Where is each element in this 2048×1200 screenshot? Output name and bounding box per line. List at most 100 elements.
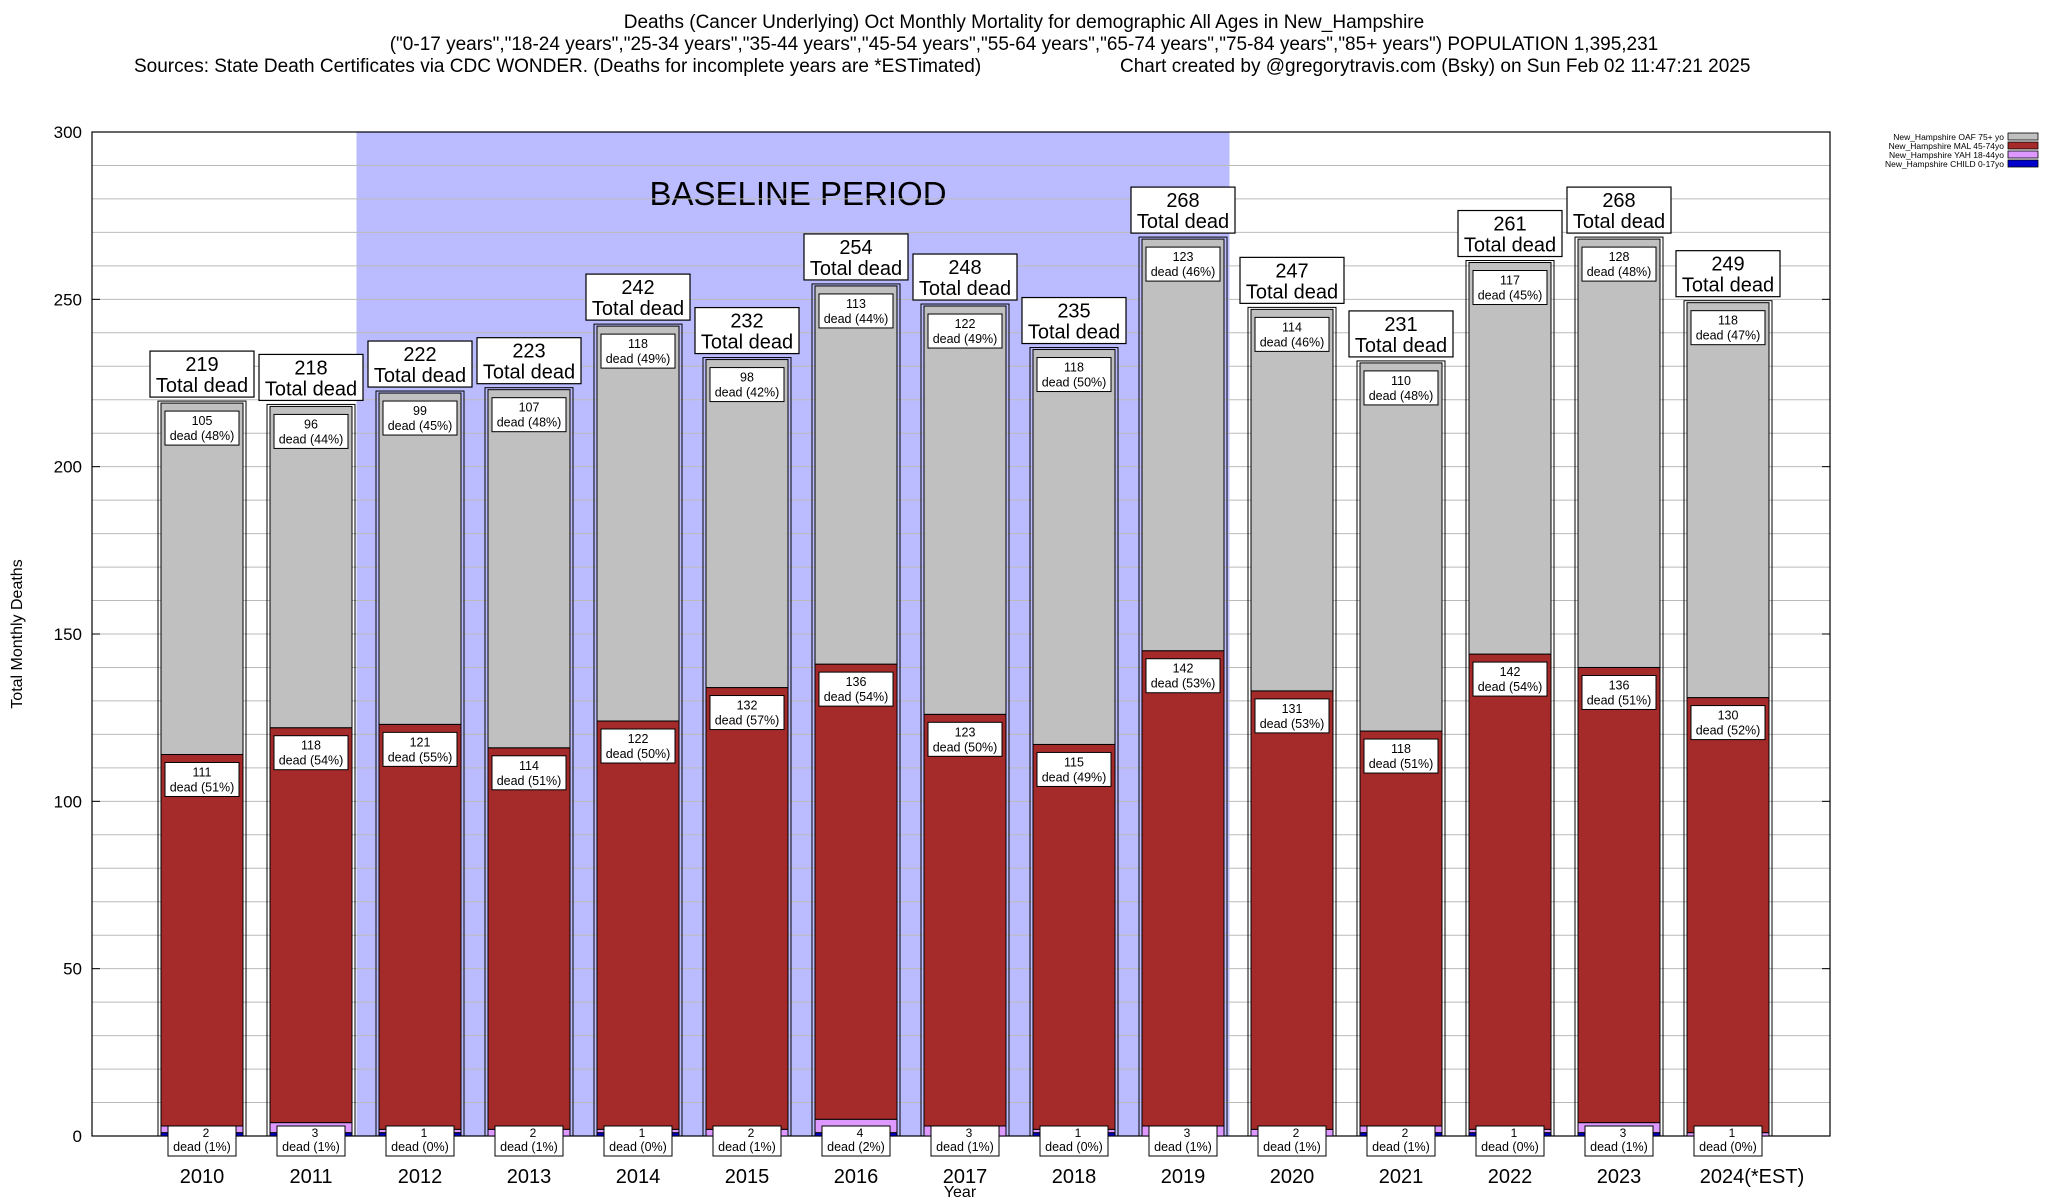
oaf-label-pct: dead (48%)	[1587, 265, 1652, 279]
mal-label-pct: dead (51%)	[1587, 693, 1652, 707]
mal-label-pct: dead (51%)	[170, 780, 235, 794]
mal-label-box	[927, 721, 1003, 757]
legend-label: New_Hampshire YAH 18-44yo	[1889, 150, 2004, 160]
total-label-value: 232	[730, 311, 763, 333]
mal-label-box	[382, 731, 458, 767]
x-tick-label: 2016	[834, 1166, 879, 1188]
yah-label-value: 2	[203, 1126, 210, 1140]
oaf-label-pct: dead (49%)	[606, 352, 671, 366]
oaf-label-value: 107	[519, 401, 540, 415]
oaf-label-box	[1145, 246, 1221, 282]
legend-swatch	[2007, 159, 2039, 168]
oaf-label-value: 123	[1173, 250, 1194, 264]
mal-label-value: 136	[1609, 678, 1630, 692]
total-label-text: Total dead	[1573, 211, 1665, 233]
y-tick-label: 0	[73, 1127, 82, 1146]
mal-label-box	[709, 695, 785, 731]
yah-label-pct: dead (1%)	[173, 1140, 231, 1154]
total-label-value: 247	[1275, 260, 1308, 282]
bar-segment-mal	[1032, 743, 1116, 1130]
mal-label-value: 118	[301, 739, 321, 753]
oaf-label-pct: dead (49%)	[933, 332, 998, 346]
yah-label-box	[1366, 1125, 1436, 1157]
oaf-label-value: 118	[1064, 361, 1084, 375]
total-label-text: Total dead	[1464, 235, 1556, 257]
x-tick-label: 2015	[725, 1166, 770, 1188]
x-tick-label: 2013	[507, 1166, 552, 1188]
total-label-text: Total dead	[1246, 281, 1338, 303]
mal-label-box	[1145, 658, 1221, 694]
y-tick-label: 100	[54, 792, 82, 811]
yah-label-pct: dead (0%)	[391, 1140, 449, 1154]
mal-label-pct: dead (54%)	[824, 690, 889, 704]
bar-segment-oaf	[160, 402, 244, 755]
yah-label-value: 1	[1511, 1126, 1518, 1140]
yah-label-box	[1039, 1125, 1109, 1157]
total-label-text: Total dead	[374, 365, 466, 387]
oaf-label-value: 98	[740, 371, 754, 385]
bar-segment-oaf	[1468, 262, 1552, 655]
yah-label-box	[821, 1125, 891, 1157]
bar-segment-oaf	[269, 405, 353, 729]
total-label-value: 235	[1057, 301, 1090, 323]
oaf-label-box	[1036, 357, 1112, 393]
bar-segment-oaf	[1032, 349, 1116, 745]
y-axis-label: Total Monthly Deaths	[9, 559, 26, 708]
mal-label-value: 121	[410, 735, 431, 749]
bar-segment-oaf	[814, 285, 898, 665]
mal-label-box	[1363, 738, 1439, 774]
yah-label-value: 2	[748, 1126, 755, 1140]
total-label-text: Total dead	[919, 278, 1011, 300]
mal-label-value: 122	[628, 732, 649, 746]
bar-segment-mal	[1686, 697, 1770, 1134]
total-label-box	[1021, 296, 1127, 345]
yah-label-pct: dead (0%)	[1481, 1140, 1539, 1154]
mal-label-value: 114	[519, 759, 539, 773]
yah-label-value: 2	[1293, 1126, 1300, 1140]
total-label-text: Total dead	[483, 362, 575, 384]
total-label-box	[1348, 310, 1454, 358]
yah-label-box	[167, 1125, 237, 1157]
mal-label-value: 142	[1173, 662, 1194, 676]
total-label-box	[694, 306, 800, 355]
oaf-label-box	[818, 293, 894, 329]
oaf-label-value: 118	[1718, 314, 1738, 328]
oaf-label-value: 105	[192, 414, 213, 428]
oaf-label-value: 114	[1282, 320, 1302, 334]
yah-label-value: 2	[1402, 1126, 1409, 1140]
yah-label-pct: dead (1%)	[718, 1140, 776, 1154]
yah-label-value: 3	[1184, 1126, 1191, 1140]
total-label-value: 268	[1166, 190, 1199, 212]
oaf-label-pct: dead (45%)	[1478, 289, 1543, 303]
yah-label-value: 1	[421, 1126, 428, 1140]
total-label-box	[585, 273, 691, 321]
legend-swatch	[2007, 150, 2039, 159]
mal-label-pct: dead (50%)	[933, 740, 998, 754]
oaf-label-box	[382, 400, 458, 436]
mal-label-value: 130	[1718, 709, 1739, 723]
legend-swatch	[2007, 132, 2039, 141]
yah-label-box	[1693, 1125, 1763, 1157]
total-label-box	[258, 353, 364, 402]
oaf-label-value: 122	[955, 317, 976, 331]
chart-title-block: Deaths (Cancer Underlying) Oct Monthly M…	[0, 12, 2048, 56]
oaf-label-box	[1690, 310, 1766, 346]
mal-label-value: 115	[1064, 755, 1084, 769]
oaf-label-value: 99	[413, 404, 427, 418]
legend-label: New_Hampshire OAF 75+ yo	[1893, 132, 2004, 142]
yah-label-pct: dead (0%)	[1045, 1140, 1103, 1154]
mal-label-pct: dead (54%)	[279, 754, 344, 768]
bar-segment-oaf	[1359, 362, 1443, 732]
mal-label-box	[818, 671, 894, 707]
yah-label-box	[1257, 1125, 1327, 1157]
total-label-text: Total dead	[810, 258, 902, 280]
total-label-text: Total dead	[1137, 211, 1229, 233]
yah-label-box	[930, 1125, 1000, 1157]
